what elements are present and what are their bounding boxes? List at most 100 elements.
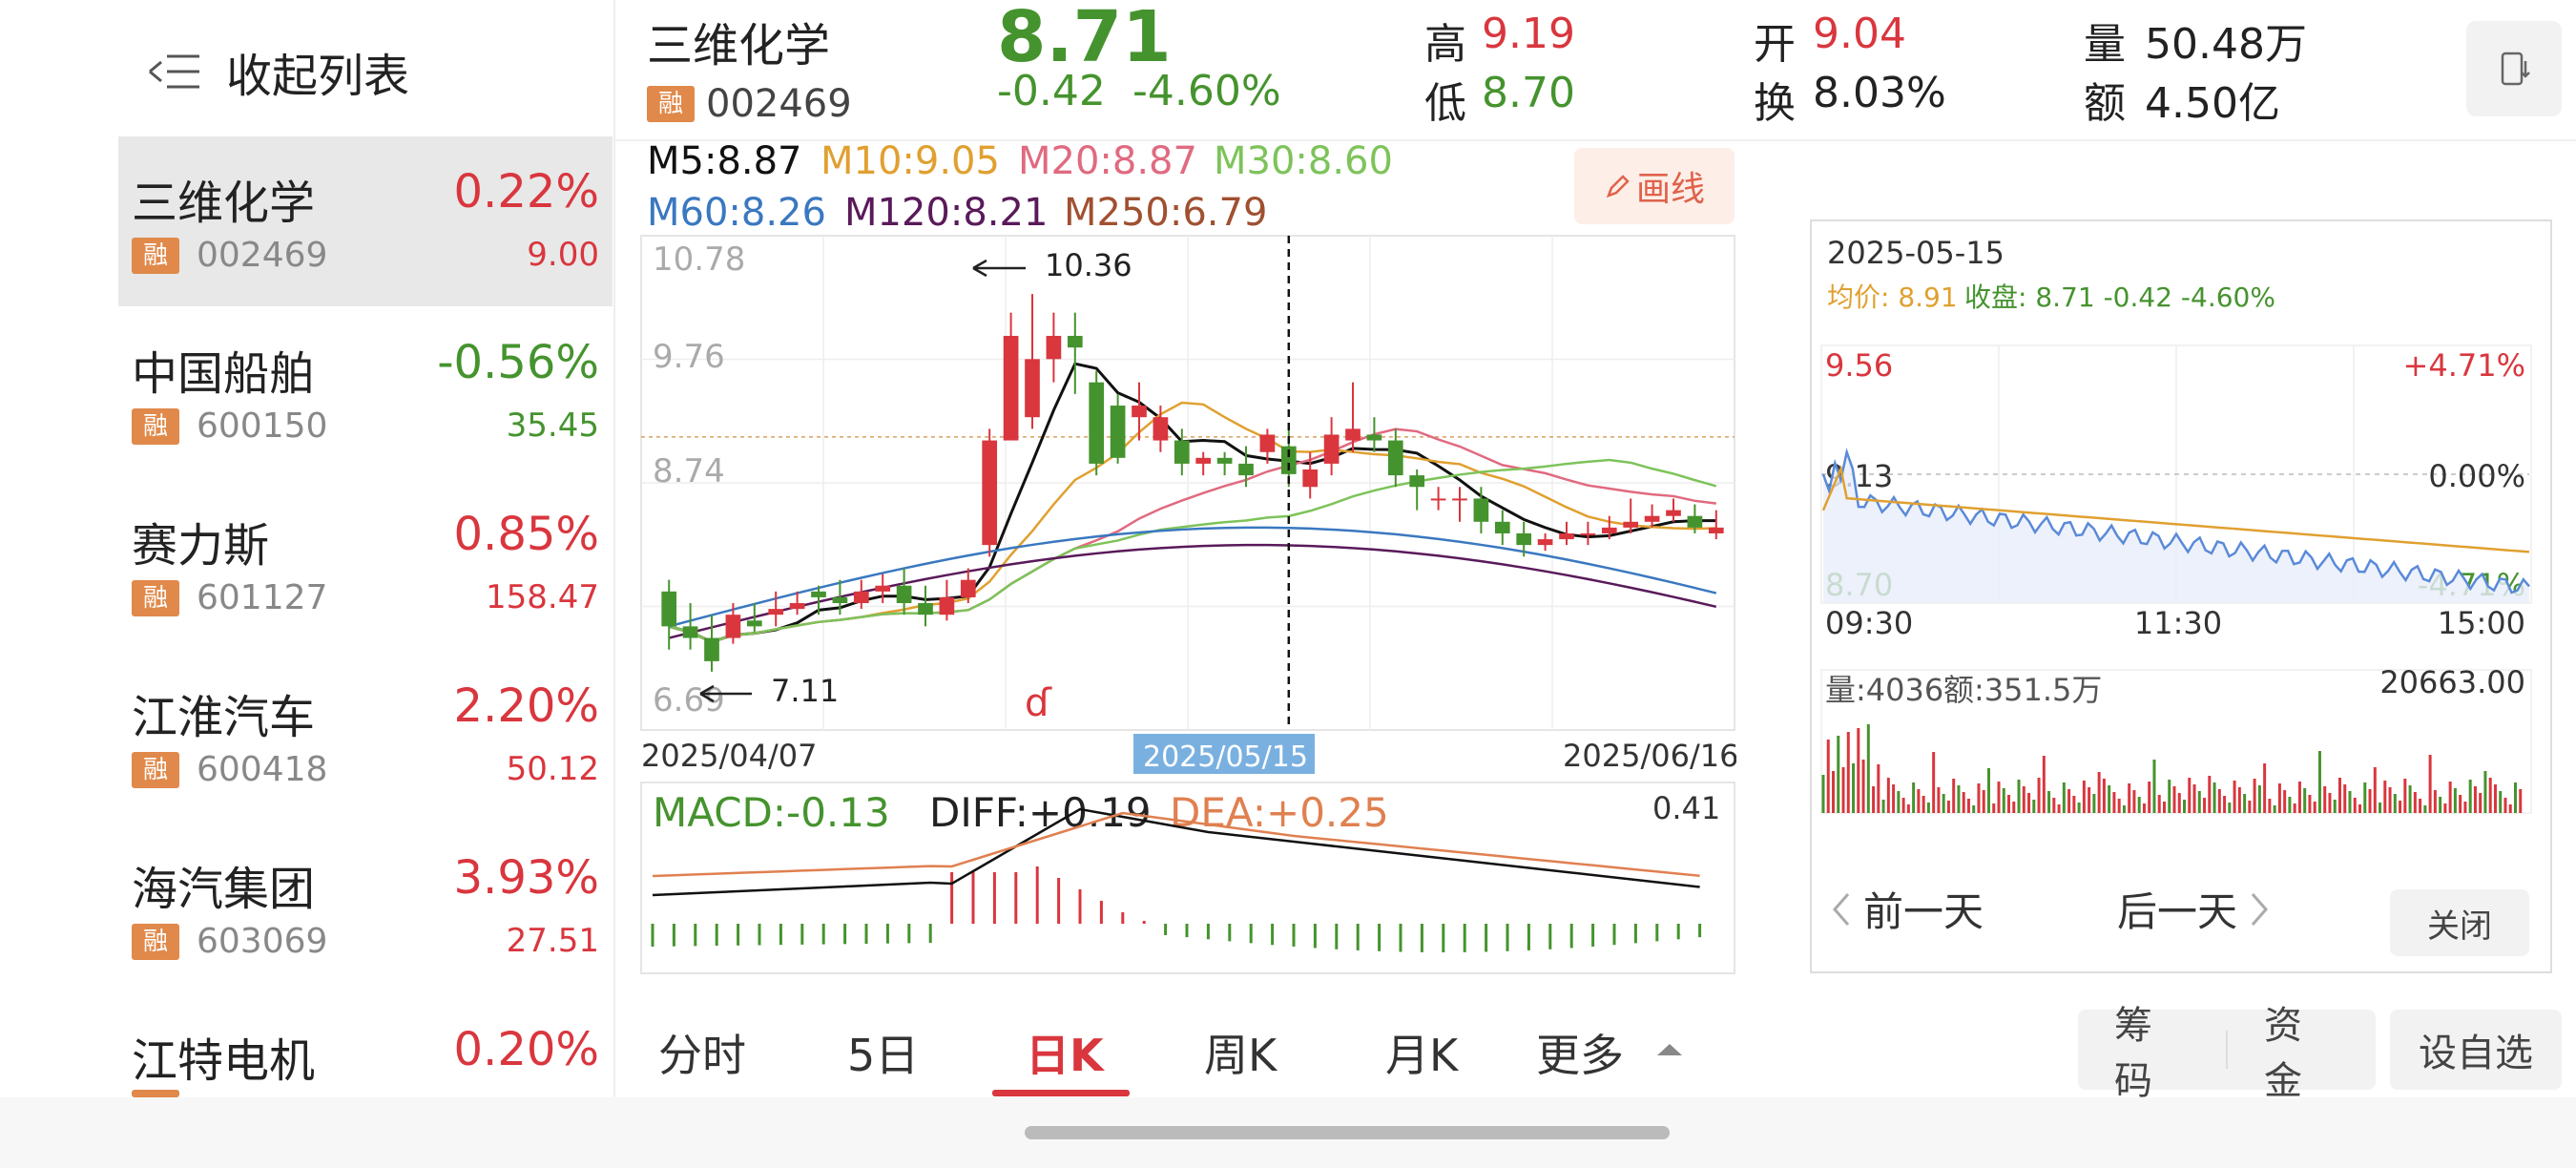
stock-list-name: 赛力斯 (132, 519, 270, 573)
intraday-popup: 2025-05-15 均价: 8.91 收盘: 8.71 -0.42 -4.60… (1810, 219, 2552, 973)
turnover-label: 换 (1754, 79, 1796, 128)
candle-body (1644, 515, 1660, 522)
stock-list-item[interactable]: 三维化学 0.22% 融 002469 9.00 (118, 136, 613, 306)
stock-list-item[interactable]: 赛力斯 0.85% 融 601127 158.47 (118, 479, 613, 649)
stock-list-name: 三维化学 (132, 177, 316, 230)
stock-list-change: -0.56% (437, 336, 599, 389)
candle-body (832, 596, 848, 604)
stock-list-code-row: 融 600418 (132, 750, 327, 789)
stock-list-sidebar: 收起列表 三维化学 0.22% 融 002469 9.00 中国船舶 -0.56% 融 6001… (0, 0, 613, 1097)
candle-body (853, 591, 869, 604)
candle-body (1110, 406, 1126, 458)
open-label: 开 (1754, 20, 1796, 69)
turnover-value: 8.03% (1813, 69, 1946, 117)
fund-button[interactable]: 资金 (2263, 1004, 2302, 1103)
dea-value: DEA:+0.25 (1170, 789, 1389, 836)
high-label: 高 (1424, 20, 1466, 69)
stock-list-change: 0.20% (453, 1023, 599, 1076)
candle-body (939, 596, 955, 615)
stock-list-item[interactable]: 中国船舶 -0.56% 融 600150 35.45 (118, 307, 613, 477)
candle-body (1132, 406, 1147, 418)
stock-list-item[interactable]: 江特电机 0.20% (118, 994, 613, 1097)
rotate-screen-button[interactable] (2466, 21, 2562, 116)
ma10-label: M10:9.05 (821, 139, 1000, 183)
candle-body (1473, 498, 1489, 522)
candle-body (1323, 434, 1340, 464)
stock-list-code: 603069 (197, 922, 328, 961)
draw-line-label: 画线 (1635, 170, 1705, 209)
max-price-label: 10.36 (1045, 247, 1132, 283)
stock-list-name: 中国船舶 (132, 347, 316, 401)
tab-daily[interactable]: 日K (1026, 1030, 1104, 1081)
home-indicator[interactable] (1025, 1126, 1670, 1139)
candle-body (1280, 446, 1297, 474)
ma5-line (668, 362, 1716, 644)
stock-list-name: 江淮汽车 (132, 691, 316, 744)
candle-body (811, 591, 826, 597)
sidebar-divider (613, 0, 615, 1097)
stock-list-item[interactable]: 江淮汽车 2.20% 融 600418 50.12 (118, 651, 613, 821)
add-watchlist-button[interactable]: 设自选 (2390, 1010, 2562, 1090)
ma120-label: M120:8.21 (844, 191, 1049, 235)
macd-chart[interactable]: MACD:-0.13 DIFF:+0.19 DEA:+0.25 0.41 (639, 781, 1736, 976)
high-value: 9.19 (1482, 10, 1575, 58)
tab-minute[interactable]: 分时 (658, 1030, 746, 1081)
stock-list-code: 600418 (197, 750, 328, 789)
tab-monthly[interactable]: 月K (1385, 1030, 1459, 1081)
prev-day-button[interactable]: 前一天 (1827, 880, 1984, 938)
candle-body (918, 603, 933, 615)
stock-list-item[interactable]: 海汽集团 3.93% 融 603069 27.51 (118, 823, 613, 992)
candle-body (1687, 515, 1703, 528)
prev-day-label: 前一天 (1863, 888, 1984, 935)
collapse-list-button[interactable]: 收起列表 (148, 38, 409, 105)
candle-body (1601, 527, 1617, 533)
candle-body (1067, 335, 1083, 348)
header-divider (615, 139, 2576, 141)
ma30-line (668, 458, 1717, 643)
candle-body (960, 579, 976, 597)
min-price-label: 7.11 (771, 673, 839, 709)
candle-body (704, 637, 719, 661)
candle-body (1387, 440, 1403, 476)
x-end-date: 2025/06/16 (1563, 738, 1736, 774)
candle-body (768, 609, 784, 615)
ma250-label: M250:6.79 (1064, 191, 1268, 235)
open-value: 9.04 (1813, 10, 1906, 58)
candle-body (1025, 359, 1040, 418)
candle-body (746, 620, 762, 627)
price-area (1823, 451, 2529, 603)
stock-list-code: 601127 (197, 578, 328, 617)
stock-list-code: 600150 (197, 407, 328, 446)
popup-close: 收盘: 8.71 -0.42 -4.60% (1964, 282, 2275, 313)
popup-avg: 均价: 8.91 (1827, 282, 1958, 313)
price-line (1821, 448, 2530, 594)
chip-button[interactable]: 筹码 (2114, 1004, 2152, 1103)
margin-badge: 融 (132, 237, 179, 274)
price-change: -0.42 (997, 67, 1106, 115)
tab-more[interactable]: 更多 (1536, 1030, 1624, 1081)
ma60-line (668, 526, 1717, 628)
tab-weekly[interactable]: 周K (1204, 1030, 1278, 1081)
stock-name: 三维化学 (647, 19, 831, 73)
y-tick-label: 8.74 (653, 452, 725, 490)
candle-body (1559, 532, 1574, 540)
chip-fund-group: 筹码 资金 (2078, 1004, 2376, 1103)
draw-line-button[interactable]: 画线 (1574, 148, 1735, 224)
margin-badge: 融 (132, 751, 179, 788)
candle-body (1302, 469, 1319, 488)
candle-body (1174, 440, 1190, 464)
low-value: 8.70 (1482, 69, 1575, 117)
next-day-button[interactable]: 后一天 (2117, 880, 2274, 938)
candle-body (982, 440, 998, 546)
candle-body (1409, 475, 1425, 488)
more-arrow-icon (1657, 1044, 1682, 1055)
close-popup-button[interactable]: 关闭 (2390, 889, 2529, 956)
candle-body (1516, 532, 1532, 546)
candle-body (1153, 417, 1169, 441)
ma120-line (668, 543, 1717, 639)
tab-5day[interactable]: 5日 (847, 1030, 920, 1081)
candle-body (1430, 498, 1446, 501)
time-end-label: 15:00 (2438, 605, 2525, 641)
dividend-marker-icon: ɗ (1025, 681, 1052, 725)
